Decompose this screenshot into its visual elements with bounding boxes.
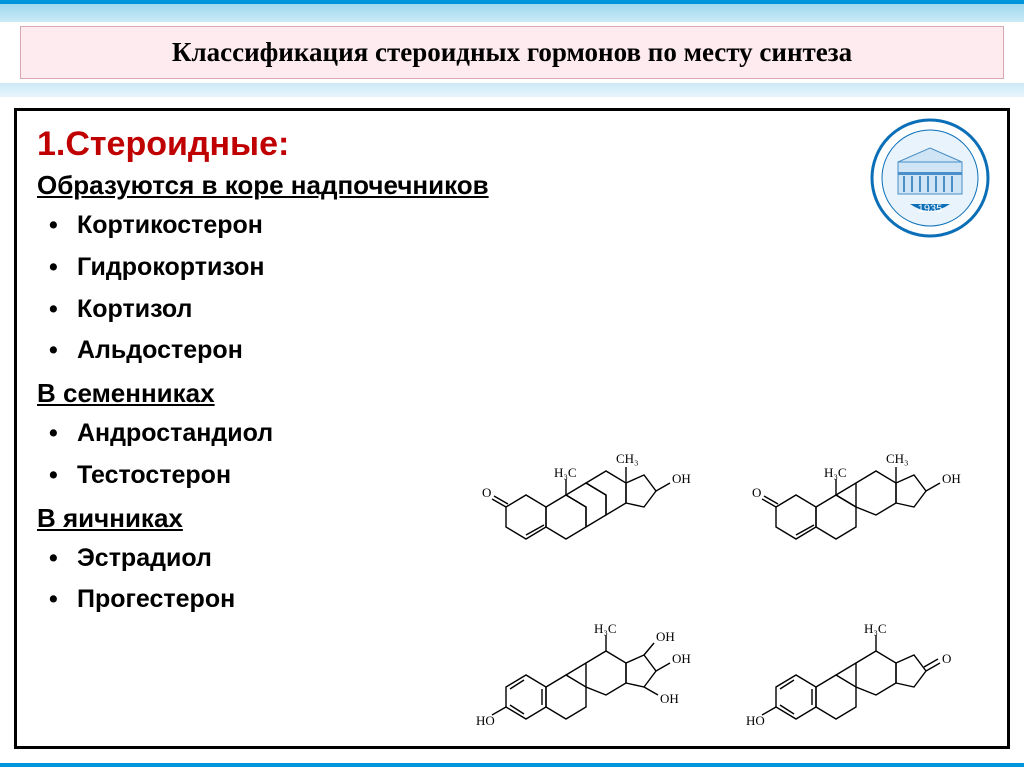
molecule-diagrams: H₃C CH₃ O OH H₃C CH₃ O OH xyxy=(476,377,996,737)
svg-text:H₃C: H₃C xyxy=(554,465,577,480)
section-heading: 1.Стероидные: xyxy=(37,125,987,164)
svg-text:OH: OH xyxy=(672,471,691,486)
svg-text:HO: HO xyxy=(476,713,495,727)
svg-text:O: O xyxy=(482,485,491,500)
svg-text:CH₃: CH₃ xyxy=(616,451,639,466)
list-item: Кортикостерон xyxy=(43,205,987,247)
svg-text:O: O xyxy=(752,485,761,500)
steroid-structure-icon: H₃C CH₃ O OH xyxy=(746,397,996,547)
svg-text:OH: OH xyxy=(660,691,679,706)
svg-text:OH: OH xyxy=(656,629,675,644)
svg-text:CH₃: CH₃ xyxy=(886,451,909,466)
svg-text:OH: OH xyxy=(942,471,961,486)
svg-text:OH: OH xyxy=(672,651,691,666)
svg-text:O: O xyxy=(942,651,951,666)
slide-title: Классификация стероидных гормонов по мес… xyxy=(37,37,987,68)
top-decor-band xyxy=(0,4,1024,22)
list-item: Кортизол xyxy=(43,289,987,331)
list-item: Альдостерон xyxy=(43,330,987,372)
under-decor-band xyxy=(0,83,1024,97)
svg-text:HO: HO xyxy=(746,713,765,727)
group-list: Кортикостерон Гидрокортизон Кортизол Аль… xyxy=(43,205,987,372)
group-header: Образуются в коре надпочечников xyxy=(37,170,987,201)
title-bar: Классификация стероидных гормонов по мес… xyxy=(20,26,1004,79)
svg-text:H₃C: H₃C xyxy=(594,621,617,636)
university-logo-icon: 1935 xyxy=(870,118,990,238)
steroid-structure-icon: H₃C HO OH OH OH xyxy=(476,577,726,727)
svg-text:H₃C: H₃C xyxy=(824,465,847,480)
steroid-structure-icon: H₃C HO O xyxy=(746,577,996,727)
list-item: Гидрокортизон xyxy=(43,247,987,289)
svg-text:H₃C: H₃C xyxy=(864,621,887,636)
steroid-structure-icon: H₃C CH₃ O OH xyxy=(476,397,726,547)
logo-year: 1935 xyxy=(918,203,942,215)
